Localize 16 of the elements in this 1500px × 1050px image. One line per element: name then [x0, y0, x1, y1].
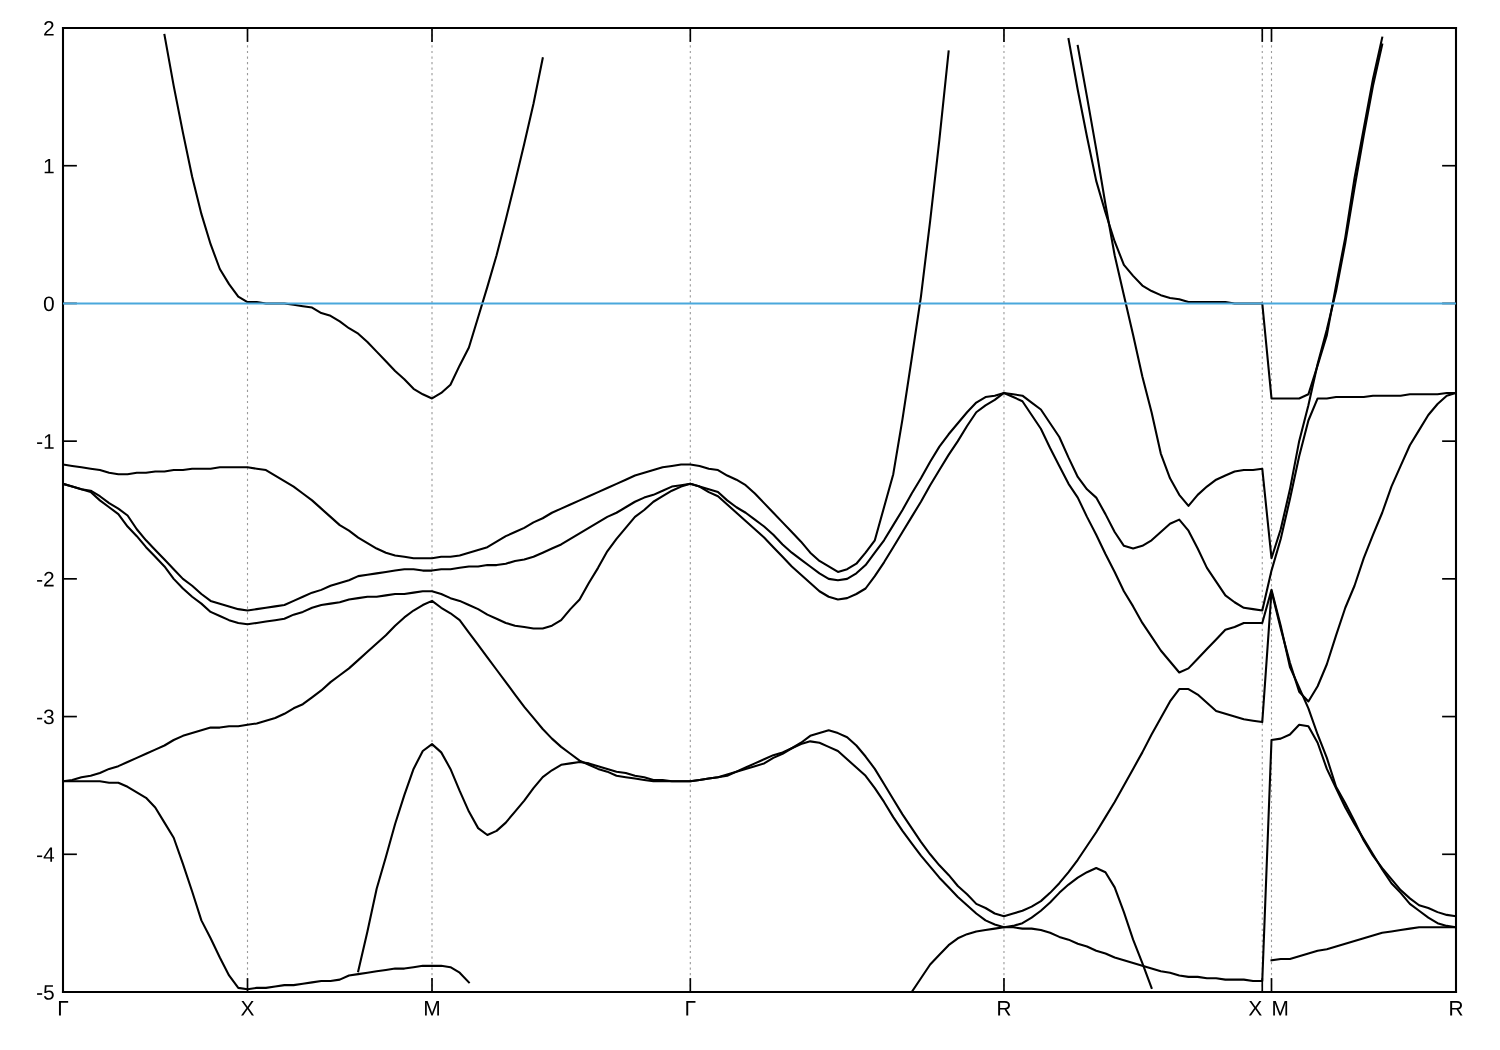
y-tick-label: -3	[37, 709, 54, 725]
y-tick-label: 1	[44, 158, 54, 174]
y-tick-label: -1	[37, 434, 54, 449]
x-tick-label: Γ	[686, 1001, 696, 1016]
x-tick-label: M	[1273, 1001, 1288, 1016]
x-tick-label: Γ	[58, 1001, 69, 1016]
y-tick-label: 0	[43, 296, 54, 312]
x-tick-label: X	[241, 1001, 255, 1016]
x-tick-label: R	[1450, 1001, 1463, 1016]
x-tick-label: X	[1248, 1001, 1262, 1016]
y-tick-label: 2	[44, 21, 54, 36]
y-tick-label: -2	[37, 571, 54, 587]
x-tick-label: M	[425, 1001, 439, 1016]
y-tick-label: -5	[37, 985, 54, 1000]
x-tick-label: R	[998, 1001, 1011, 1016]
y-tick-label: -4	[37, 847, 55, 862]
